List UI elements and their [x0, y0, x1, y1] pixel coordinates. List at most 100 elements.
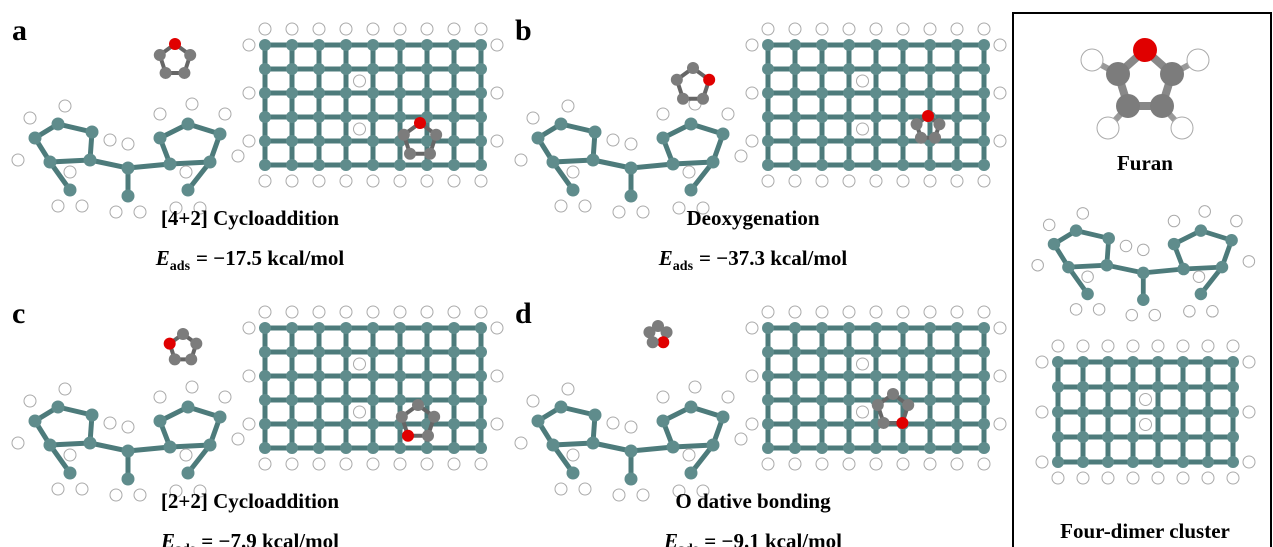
oxygen	[402, 430, 414, 442]
silicon	[685, 467, 698, 480]
hydrogen	[722, 108, 734, 120]
carbon	[428, 411, 440, 423]
silicon	[475, 322, 487, 334]
hydrogen	[1081, 49, 1103, 71]
silicon	[1202, 456, 1214, 468]
hydrogen	[1036, 456, 1048, 468]
silicon	[587, 154, 600, 167]
silicon	[367, 135, 379, 147]
hydrogen	[613, 206, 625, 218]
hydrogen	[24, 395, 36, 407]
silicon	[1168, 238, 1180, 250]
oxygen	[703, 74, 715, 86]
carbon	[643, 326, 655, 338]
silicon	[555, 401, 568, 414]
hydrogen	[607, 417, 619, 429]
hydrogen	[1102, 472, 1114, 484]
hydrogen	[1227, 340, 1239, 352]
hydrogen	[789, 175, 801, 187]
hydrogen	[64, 449, 76, 461]
carbon	[190, 338, 202, 350]
hydrogen	[1052, 472, 1064, 484]
hydrogen	[1243, 356, 1255, 368]
silicon	[394, 370, 406, 382]
silicon	[951, 135, 963, 147]
carbon	[184, 49, 196, 61]
silicon	[475, 63, 487, 75]
hydrogen	[1202, 340, 1214, 352]
silicon	[1127, 456, 1139, 468]
carbon	[1106, 62, 1130, 86]
silicon	[1202, 431, 1214, 443]
silicon	[52, 401, 65, 414]
energy: Eads= −7.9 kcal/mol	[160, 529, 339, 547]
silicon	[122, 162, 135, 175]
silicon	[313, 346, 325, 358]
hydrogen	[367, 175, 379, 187]
hydrogen	[994, 370, 1006, 382]
carbon	[887, 388, 899, 400]
hydrogen	[625, 138, 637, 150]
hydrogen	[762, 458, 774, 470]
silicon	[122, 190, 135, 203]
hydrogen	[367, 458, 379, 470]
silicon	[567, 184, 580, 197]
silicon	[657, 132, 670, 145]
silicon	[214, 128, 227, 141]
silicon	[448, 159, 460, 171]
hydrogen	[491, 87, 503, 99]
silicon	[340, 394, 352, 406]
hydrogen	[994, 135, 1006, 147]
silicon	[394, 346, 406, 358]
silicon	[475, 87, 487, 99]
silicon	[762, 418, 774, 430]
silicon	[421, 87, 433, 99]
silicon	[625, 445, 638, 458]
silicon	[951, 87, 963, 99]
silicon	[475, 111, 487, 123]
carbon	[398, 129, 410, 141]
hydrogen	[625, 421, 637, 433]
silicon	[843, 346, 855, 358]
hydrogen	[1193, 271, 1205, 283]
silicon	[475, 135, 487, 147]
silicon	[816, 346, 828, 358]
silicon	[816, 63, 828, 75]
silicon	[259, 370, 271, 382]
hydrogen	[354, 123, 366, 135]
silicon	[1077, 456, 1089, 468]
silicon	[555, 118, 568, 131]
carbon	[430, 129, 442, 141]
hydrogen	[1036, 356, 1048, 368]
hydrogen	[1171, 117, 1193, 139]
silicon	[978, 322, 990, 334]
energy: Eads= −17.5 kcal/mol	[155, 246, 345, 274]
silicon	[1152, 431, 1164, 443]
hydrogen	[951, 458, 963, 470]
silicon	[789, 394, 801, 406]
silicon	[340, 39, 352, 51]
hydrogen	[527, 395, 539, 407]
hydrogen	[994, 322, 1006, 334]
carbon	[396, 411, 408, 423]
hydrogen	[394, 458, 406, 470]
hydrogen	[683, 449, 695, 461]
hydrogen	[243, 418, 255, 430]
carbon	[915, 132, 927, 144]
reaction-name: Deoxygenation	[687, 206, 820, 230]
silicon	[84, 437, 97, 450]
silicon	[286, 39, 298, 51]
carbon	[178, 67, 190, 79]
silicon	[313, 39, 325, 51]
oxygen	[169, 38, 181, 50]
silicon	[394, 159, 406, 171]
hydrogen	[491, 370, 503, 382]
silicon	[1137, 267, 1149, 279]
hydrogen	[789, 23, 801, 35]
silicon	[978, 39, 990, 51]
energy-symbol: E	[155, 246, 170, 270]
silicon	[707, 439, 720, 452]
silicon	[448, 87, 460, 99]
silicon	[475, 39, 487, 51]
silicon	[1152, 381, 1164, 393]
